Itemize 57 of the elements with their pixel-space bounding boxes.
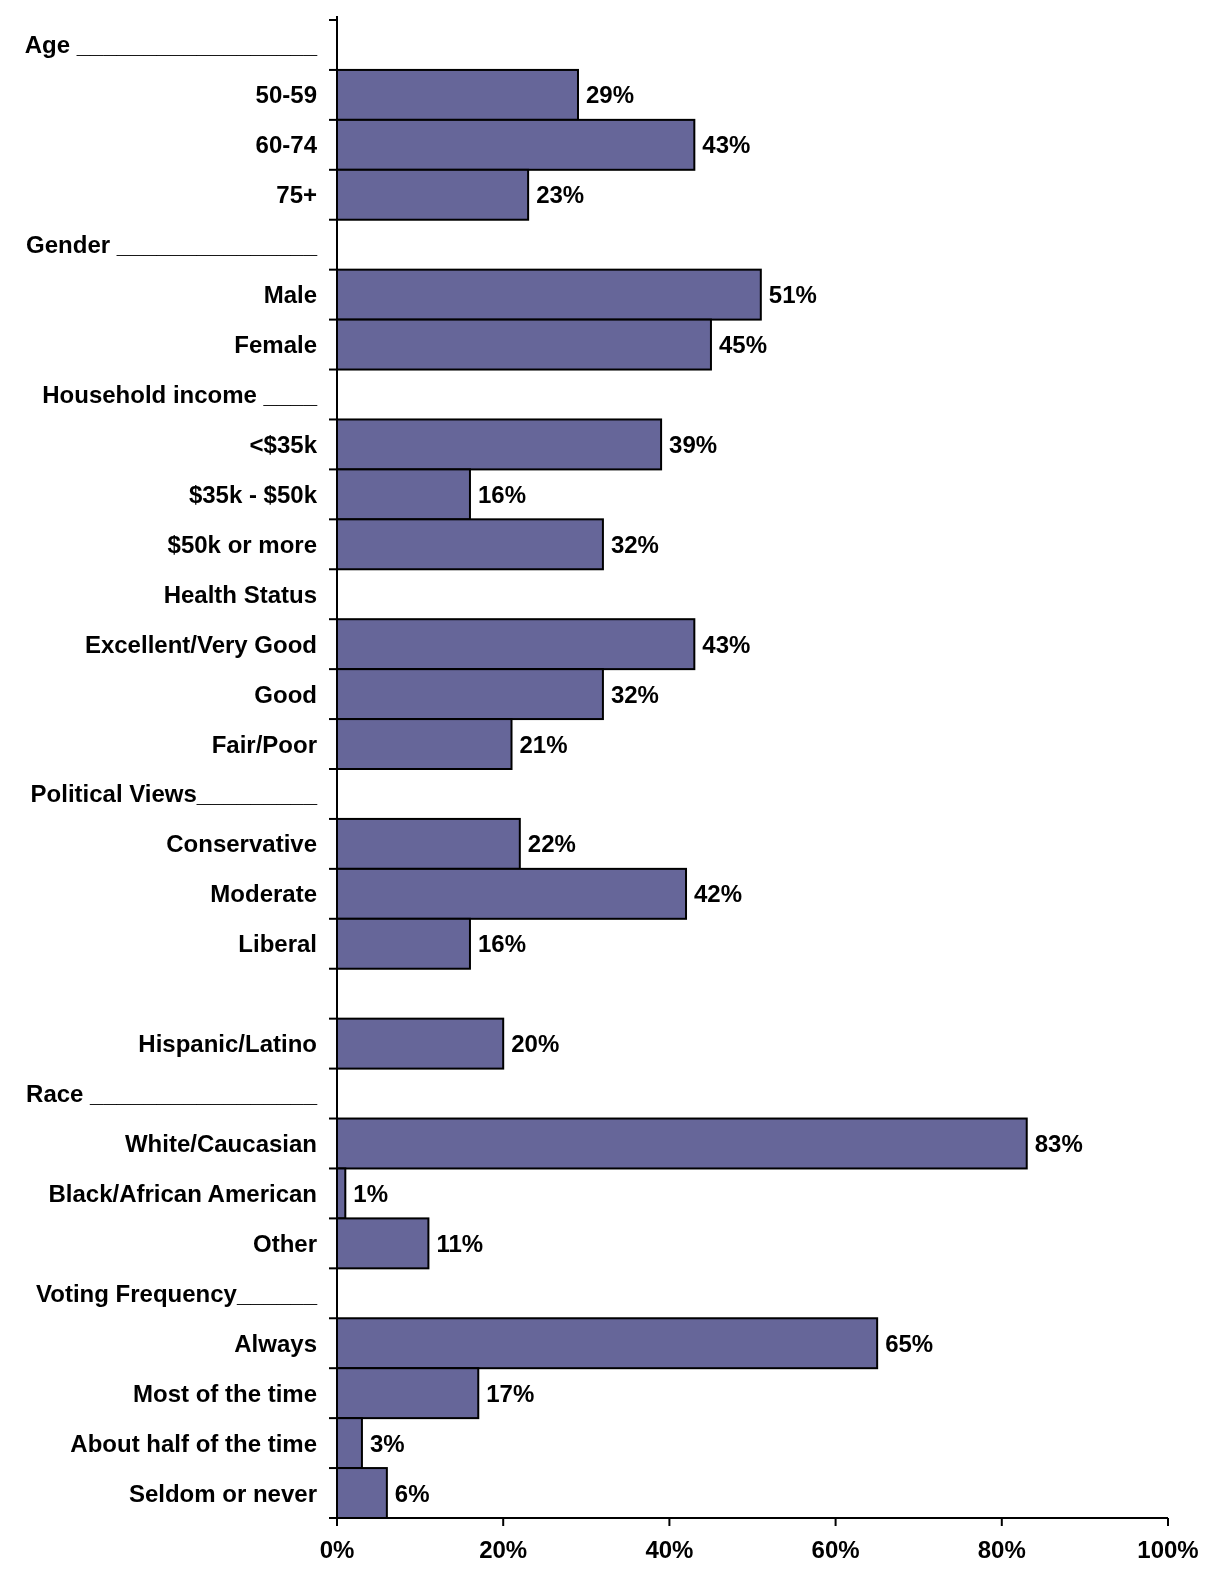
y-tick-label: Female: [234, 331, 317, 359]
data-label: 32%: [610, 680, 659, 708]
data-label: 21%: [519, 730, 568, 758]
y-tick-label: Black/African American: [48, 1179, 317, 1207]
y-tick-label: Hispanic/Latino: [138, 1030, 317, 1058]
y-tick-label: Health Status: [163, 580, 317, 608]
data-label: 51%: [768, 281, 817, 309]
y-tick-label: Other: [252, 1229, 317, 1257]
y-tick-label: Fair/Poor: [211, 730, 317, 758]
y-tick-label: Political Views_________: [30, 780, 318, 808]
y-tick-label: Male: [263, 281, 317, 309]
y-tick-label: $35k - $50k: [188, 480, 318, 508]
data-label: 11%: [436, 1229, 484, 1257]
data-label: 17%: [486, 1379, 535, 1407]
x-tick-label: 20%: [479, 1536, 528, 1563]
data-label: 1%: [353, 1179, 388, 1207]
y-tick-label: $50k or more: [167, 530, 317, 558]
x-tick-label: 0%: [319, 1536, 355, 1563]
y-tick-label: Conservative: [166, 830, 317, 858]
data-label: 6%: [394, 1479, 430, 1507]
data-label: 43%: [702, 131, 751, 159]
y-tick-label: Age __________________: [24, 31, 318, 59]
x-tick-label: 40%: [645, 1536, 694, 1563]
x-tick-label: 100%: [1137, 1536, 1199, 1563]
data-label: 42%: [694, 880, 743, 908]
y-tick-label: Race _________________: [26, 1080, 318, 1108]
y-tick-label: <$35k: [249, 430, 318, 458]
data-label: 45%: [718, 331, 767, 359]
y-tick-label: Household income ____: [42, 381, 318, 408]
data-label: 43%: [702, 630, 751, 658]
data-label: 65%: [885, 1329, 934, 1357]
data-label: 23%: [536, 181, 585, 209]
y-tick-label: Good: [254, 680, 317, 708]
y-tick-label: Most of the time: [133, 1379, 317, 1407]
y-tick-label: Excellent/Very Good: [84, 630, 317, 658]
y-tick-label: 50-59: [255, 81, 317, 109]
y-tick-label: Moderate: [210, 880, 317, 908]
y-tick-label: Seldom or never: [128, 1479, 317, 1507]
data-label: 29%: [585, 81, 635, 109]
data-label: 22%: [527, 830, 576, 858]
y-tick-label: Liberal: [238, 930, 317, 958]
x-tick-label: 60%: [811, 1536, 860, 1563]
y-tick-label: 75+: [276, 181, 317, 209]
y-tick-label: 60-74: [255, 131, 318, 159]
data-label: 16%: [477, 930, 527, 958]
y-tick-label: About half of the time: [70, 1429, 317, 1457]
data-label: 39%: [669, 430, 718, 458]
y-tick-label: White/Caucasian: [124, 1130, 317, 1157]
x-tick-label: 80%: [977, 1536, 1026, 1563]
data-label: 20%: [511, 1030, 560, 1058]
data-label: 3%: [369, 1429, 405, 1457]
data-label: 83%: [1034, 1130, 1083, 1157]
y-tick-label: Always: [234, 1329, 317, 1357]
data-label: 16%: [477, 480, 527, 508]
y-tick-label: Voting Frequency______: [36, 1279, 318, 1307]
y-tick-label: Gender _______________: [26, 231, 318, 259]
data-label: 32%: [610, 530, 659, 558]
